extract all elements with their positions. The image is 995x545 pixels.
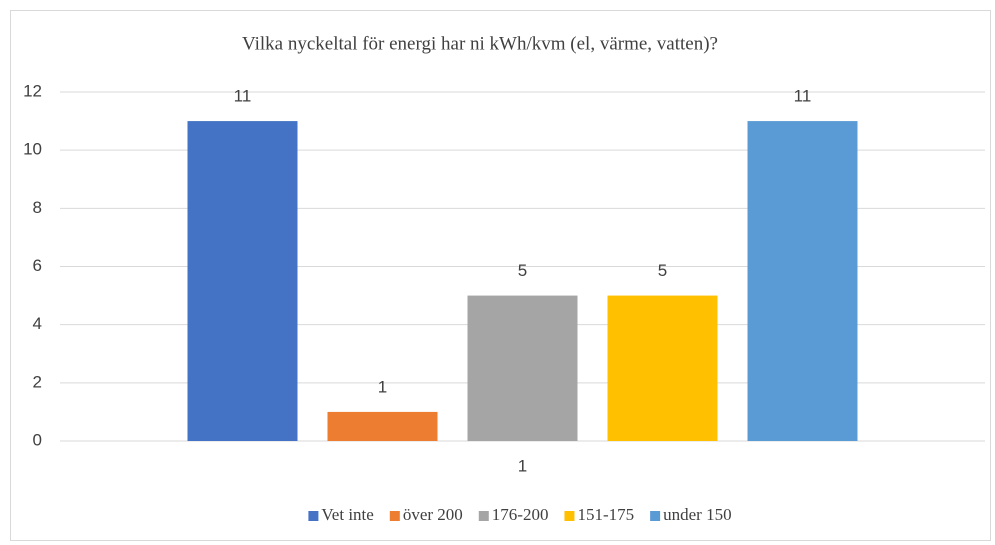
bar — [187, 121, 298, 441]
legend-swatch — [308, 511, 319, 521]
data-label: 11 — [234, 87, 252, 106]
y-tick-label: 10 — [23, 140, 42, 159]
legend-label: över 200 — [403, 505, 463, 524]
legend-label: Vet inte — [321, 505, 373, 524]
x-tick-label: 1 — [518, 456, 527, 475]
data-label: 5 — [658, 261, 667, 280]
y-tick-label: 12 — [23, 81, 42, 100]
legend-label: 176-200 — [492, 505, 549, 524]
legend-swatch — [389, 511, 400, 521]
y-tick-label: 6 — [33, 256, 42, 275]
bar — [467, 295, 578, 441]
legend-swatch — [478, 511, 489, 521]
bar — [607, 295, 718, 441]
y-tick-label: 8 — [33, 198, 42, 217]
data-label: 1 — [378, 377, 387, 396]
legend-swatch — [564, 511, 575, 521]
chart-title: Vilka nyckeltal för energi har ni kWh/kv… — [242, 33, 718, 54]
legend-label: 151-175 — [577, 505, 634, 524]
y-tick-label: 0 — [33, 430, 42, 449]
bar — [747, 121, 858, 441]
legend-swatch — [650, 511, 661, 521]
y-tick-label: 4 — [33, 314, 42, 333]
data-label: 11 — [794, 87, 812, 106]
y-tick-label: 2 — [33, 372, 42, 391]
bar — [327, 411, 438, 441]
legend-label: under 150 — [663, 505, 731, 524]
data-label: 5 — [518, 261, 527, 280]
